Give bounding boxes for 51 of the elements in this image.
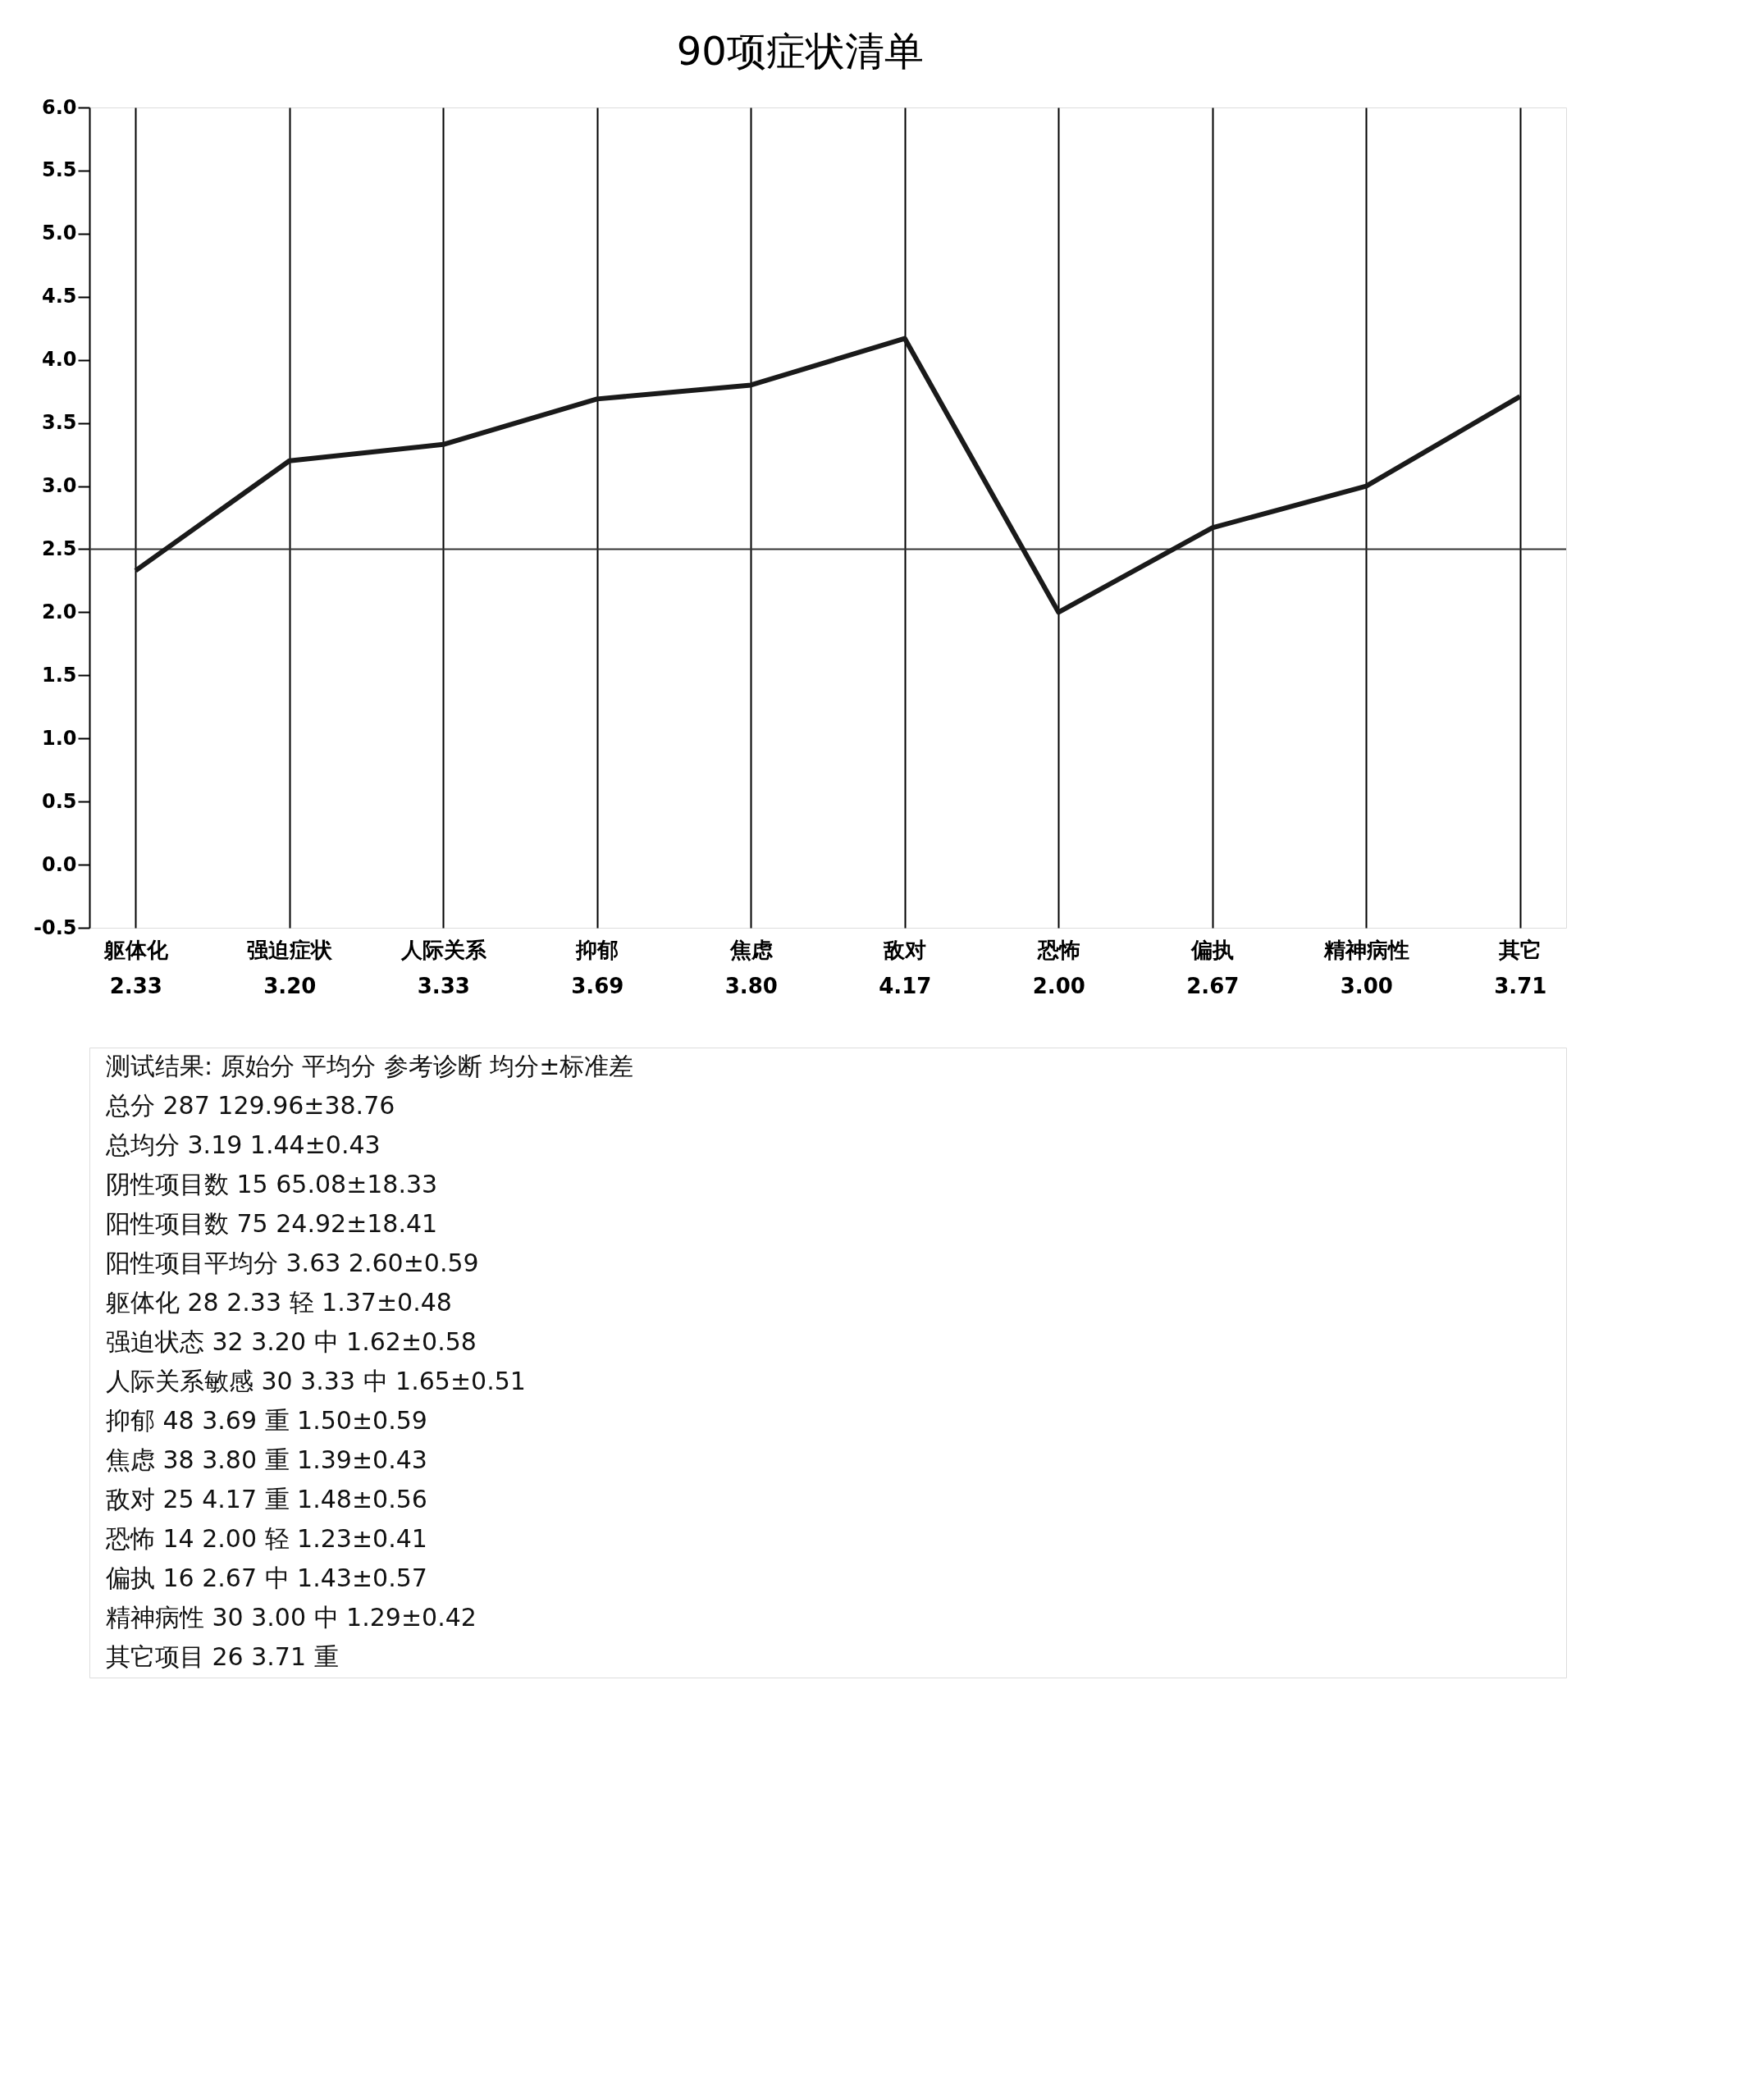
x-tick-label: 偏执 — [1190, 937, 1235, 962]
text: 偏执 16 2.67 中 1.43±0.57 — [106, 1564, 427, 1592]
data-label: 3.20 — [263, 973, 317, 998]
data-label: 3.33 — [417, 973, 470, 998]
x-tick-label: 敌对 — [883, 937, 927, 962]
data-label: 2.33 — [109, 973, 162, 998]
y-tick-label: 5.0 — [41, 221, 77, 245]
y-tick-label: 4.0 — [41, 348, 77, 372]
text: 抑郁 48 3.69 重 1.50±0.59 — [106, 1406, 427, 1435]
text: 强迫状态 32 3.20 中 1.62±0.58 — [106, 1327, 477, 1356]
data-label: 3.69 — [571, 973, 624, 998]
y-tick-label: 6.0 — [41, 95, 77, 119]
text: 总分 287 129.96±38.76 — [105, 1091, 395, 1120]
data-label: 2.67 — [1186, 973, 1240, 998]
data-label: 2.00 — [1032, 973, 1085, 998]
text: 阴性项目数 15 65.08±18.33 — [106, 1170, 438, 1198]
data-label: 3.80 — [724, 973, 778, 998]
y-tick-label: 2.0 — [41, 600, 77, 623]
y-tick-label: 0.5 — [41, 789, 77, 813]
x-tick-label: 精神病性 — [1322, 937, 1409, 962]
x-tick-label: 恐怖 — [1036, 937, 1080, 962]
text: 阳性项目数 75 24.92±18.41 — [106, 1209, 438, 1238]
x-tick-label: 其它 — [1498, 937, 1542, 962]
y-tick-label: 3.0 — [41, 474, 77, 498]
y-tick-label: -0.5 — [34, 915, 77, 939]
data-label: 4.17 — [879, 973, 932, 998]
x-tick-label: 焦虑 — [729, 937, 774, 962]
text: 其它项目 26 3.71 重 — [106, 1642, 339, 1671]
y-tick-label: 1.0 — [41, 726, 77, 750]
x-tick-label: 抑郁 — [575, 937, 619, 962]
text: 人际关系敏感 30 3.33 中 1.65±0.51 — [106, 1367, 526, 1395]
text: 总均分 3.19 1.44±0.43 — [105, 1130, 381, 1159]
data-label: 3.00 — [1340, 973, 1393, 998]
x-tick-label: 人际关系 — [400, 937, 487, 962]
text: 阳性项目平均分 3.63 2.60±0.59 — [106, 1249, 479, 1277]
x-tick-label: 强迫症状 — [247, 937, 334, 962]
y-tick-label: 1.5 — [41, 663, 77, 687]
text: 精神病性 30 3.00 中 1.29±0.42 — [106, 1603, 477, 1632]
text: 测试结果: 原始分 平均分 参考诊断 均分±标准差 — [106, 1052, 634, 1080]
y-tick-label: 5.5 — [41, 158, 77, 182]
text: 敌对 25 4.17 重 1.48±0.56 — [106, 1485, 427, 1513]
text: 焦虑 38 3.80 重 1.39±0.43 — [106, 1445, 427, 1474]
text: 躯体化 28 2.33 轻 1.37±0.48 — [106, 1288, 452, 1317]
y-tick-label: 4.5 — [41, 285, 77, 308]
x-tick-label: 躯体化 — [103, 937, 169, 962]
y-tick-label: 0.0 — [41, 852, 77, 876]
text: 恐怖 14 2.00 轻 1.23±0.41 — [105, 1524, 427, 1553]
data-label: 3.71 — [1494, 973, 1547, 998]
y-tick-label: 2.5 — [41, 536, 77, 560]
chart-title: 90项症状清单 — [676, 27, 924, 74]
y-tick-label: 3.5 — [41, 411, 77, 435]
